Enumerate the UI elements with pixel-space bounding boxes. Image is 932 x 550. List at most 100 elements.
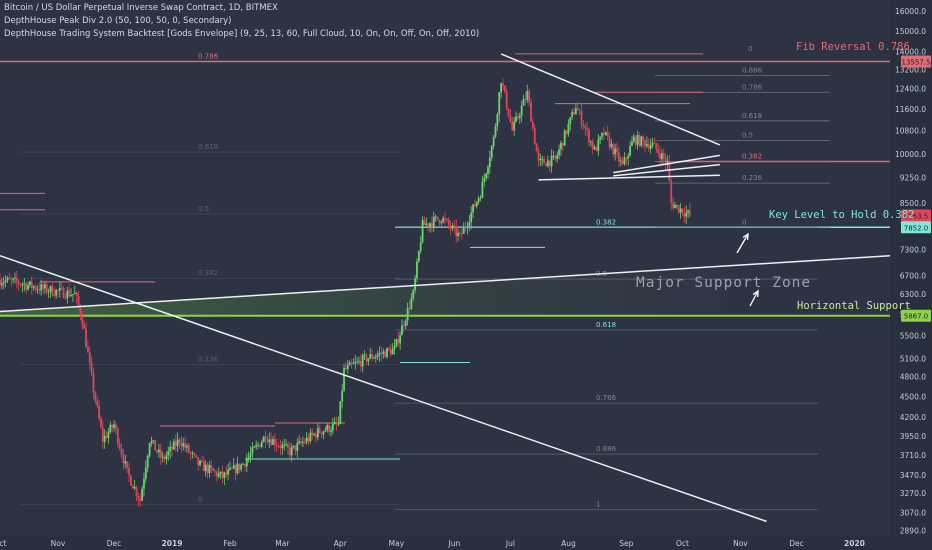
candle-body bbox=[182, 443, 185, 447]
candle-body bbox=[272, 439, 274, 445]
candle-body bbox=[111, 424, 114, 428]
trendline bbox=[613, 163, 720, 177]
candle-body bbox=[324, 430, 327, 432]
candle-body bbox=[511, 121, 514, 131]
candle-body bbox=[174, 441, 177, 446]
candle-body bbox=[657, 149, 660, 154]
x-tick-label: Feb bbox=[223, 539, 237, 548]
candle-body bbox=[210, 465, 213, 469]
candle-body bbox=[352, 363, 355, 365]
fib-lower-label: 0.382 bbox=[596, 218, 616, 226]
candle-body bbox=[625, 157, 628, 159]
candle-body bbox=[619, 160, 622, 162]
candle-body bbox=[595, 147, 598, 151]
candle-body bbox=[417, 251, 420, 262]
trendline bbox=[0, 254, 767, 523]
y-tick-label: 8500.0 bbox=[900, 199, 926, 208]
fib-lower-label: 0.786 bbox=[596, 394, 617, 402]
fib-left-label: 0.5 bbox=[198, 205, 209, 213]
candle-body bbox=[242, 464, 244, 466]
candle-body bbox=[436, 216, 439, 220]
price-axis bbox=[890, 0, 932, 550]
candle-body bbox=[303, 442, 306, 443]
candle-body bbox=[79, 305, 82, 316]
candle-body bbox=[646, 144, 648, 147]
candle-body bbox=[447, 219, 450, 226]
candle-body bbox=[515, 116, 517, 122]
indicator-peak-div[interactable]: DepthHouse Peak Div 2.0 (50, 100, 50, 0,… bbox=[4, 16, 232, 26]
candle-body bbox=[322, 431, 325, 435]
candle-body bbox=[591, 141, 594, 150]
candle-body bbox=[427, 223, 430, 227]
price-label-tag bbox=[901, 55, 931, 68]
candle-body bbox=[230, 467, 233, 469]
fib-left-label: 0.236 bbox=[198, 355, 219, 363]
fib-left-label: 0.382 bbox=[198, 269, 218, 277]
candle-body bbox=[4, 280, 7, 283]
candle-body bbox=[309, 432, 312, 442]
support-zone-arrow bbox=[749, 290, 759, 307]
fib-left-label: 0.618 bbox=[198, 143, 218, 151]
candle-body bbox=[330, 430, 332, 432]
candle-body bbox=[675, 205, 678, 206]
candle-body bbox=[421, 220, 424, 243]
fib-upper-label: 0.382 bbox=[742, 153, 762, 161]
indicator-gods-envelope[interactable]: DepthHouse Trading System Backtest [Gods… bbox=[4, 29, 480, 39]
candle-body bbox=[627, 155, 630, 159]
candle-body bbox=[236, 463, 239, 474]
candle-body bbox=[283, 444, 286, 446]
symbol-title[interactable]: Bitcoin / US Dollar Perpetual Inverse Sw… bbox=[4, 3, 278, 13]
candle-body bbox=[92, 373, 95, 393]
candle-body bbox=[275, 445, 278, 447]
candle-body bbox=[601, 132, 603, 137]
candle-body bbox=[636, 135, 639, 145]
candle-body bbox=[402, 325, 405, 326]
candle-body bbox=[262, 436, 265, 443]
candle-body bbox=[27, 285, 29, 290]
support-zone-fill bbox=[0, 265, 728, 316]
y-tick-label: 16000.0 bbox=[895, 7, 926, 16]
fib-upper-label: 0.236 bbox=[742, 174, 763, 182]
candle-body bbox=[481, 181, 484, 198]
candle-body bbox=[389, 349, 392, 355]
candle-body bbox=[148, 443, 151, 456]
candle-body bbox=[647, 144, 650, 149]
candle-body bbox=[197, 457, 200, 466]
candle-body bbox=[653, 142, 656, 144]
candle-body bbox=[223, 472, 226, 478]
candle-body bbox=[588, 129, 590, 143]
candle-body bbox=[685, 212, 688, 217]
candle-body bbox=[128, 467, 130, 476]
candle-body bbox=[358, 360, 360, 362]
candle-body bbox=[487, 166, 489, 174]
candle-body bbox=[460, 233, 463, 234]
fib-lower-label: 0.618 bbox=[596, 321, 616, 329]
candle-body bbox=[195, 455, 198, 458]
candle-body bbox=[268, 439, 271, 442]
candle-body bbox=[488, 157, 491, 167]
y-tick-label: 4200.0 bbox=[900, 413, 926, 422]
candle-body bbox=[683, 213, 686, 217]
candle-body bbox=[253, 446, 256, 448]
fib-upper-label: 0 bbox=[742, 218, 746, 226]
candle-body bbox=[315, 433, 317, 438]
candle-body bbox=[118, 443, 121, 449]
candle-body bbox=[500, 83, 502, 93]
candle-body bbox=[363, 354, 366, 356]
candle-body bbox=[55, 289, 57, 296]
candle-body bbox=[285, 444, 287, 446]
candle-body bbox=[113, 424, 115, 428]
candle-body bbox=[201, 460, 203, 462]
candle-body bbox=[599, 136, 602, 140]
candle-body bbox=[404, 320, 407, 326]
candle-body bbox=[189, 452, 192, 454]
candle-body bbox=[133, 486, 136, 489]
y-tick-label: 5500.0 bbox=[900, 331, 926, 340]
candle-body bbox=[85, 328, 87, 347]
candle-body bbox=[498, 92, 501, 115]
candle-body bbox=[288, 448, 291, 456]
candle-body bbox=[101, 427, 104, 442]
candle-body bbox=[539, 158, 542, 161]
